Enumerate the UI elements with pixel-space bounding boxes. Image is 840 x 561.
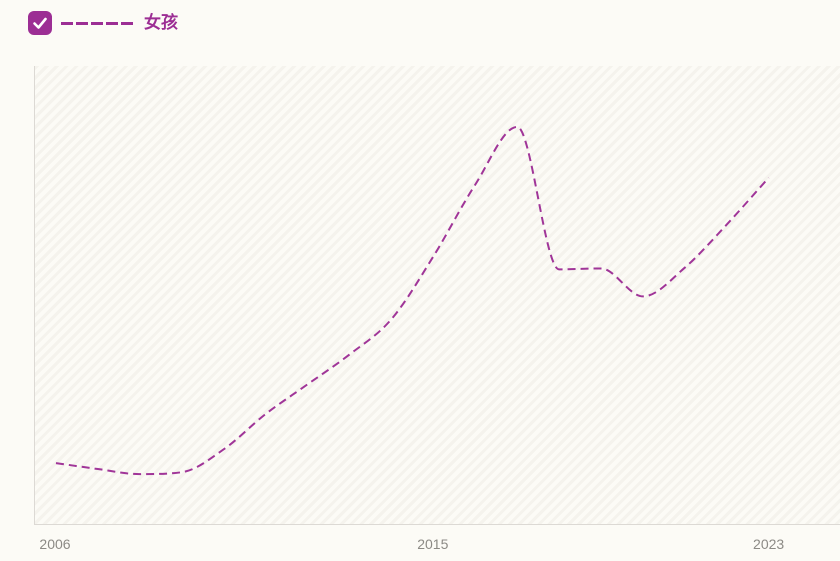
x-axis: 2006 2015 2023 [34, 536, 840, 556]
x-tick-label: 2015 [417, 536, 449, 552]
legend-checkbox[interactable] [28, 11, 52, 35]
x-tick-label: 2006 [39, 536, 71, 552]
check-icon [33, 17, 47, 29]
x-tick-label: 2023 [753, 536, 785, 552]
legend-dashed-line-icon [61, 21, 134, 25]
line-chart [55, 125, 770, 476]
plot-area [34, 66, 840, 525]
series-path-girls[interactable] [55, 125, 770, 476]
legend-label[interactable]: 女孩 [144, 13, 178, 32]
legend-item-girls[interactable]: 女孩 [28, 11, 178, 35]
